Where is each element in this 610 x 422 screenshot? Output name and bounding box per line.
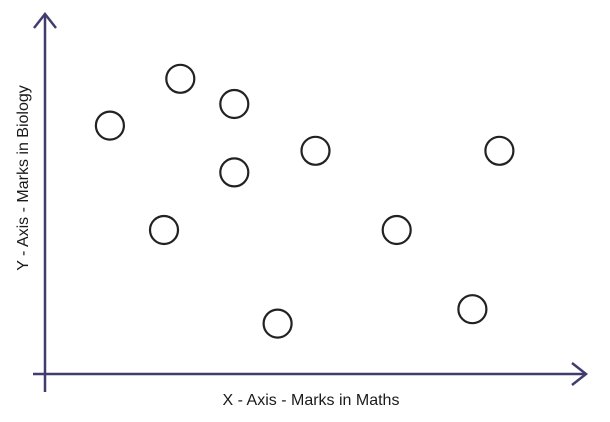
data-points — [94, 63, 515, 339]
data-point-5 — [219, 157, 250, 188]
data-point-10 — [484, 135, 515, 166]
data-point-7 — [262, 308, 293, 339]
y-axis-title: Y - Axis - Marks in Biology — [15, 85, 32, 271]
data-point-8 — [381, 214, 412, 246]
data-point-9 — [457, 294, 488, 325]
x-axis-title: X - Axis - Marks in Maths — [223, 392, 400, 409]
data-point-2 — [165, 63, 196, 94]
data-point-1 — [94, 110, 126, 141]
x-axis-arrow — [571, 362, 589, 386]
y-axis-arrow — [33, 11, 57, 29]
data-point-3 — [219, 88, 250, 120]
data-point-6 — [300, 135, 331, 166]
data-point-4 — [148, 214, 180, 246]
